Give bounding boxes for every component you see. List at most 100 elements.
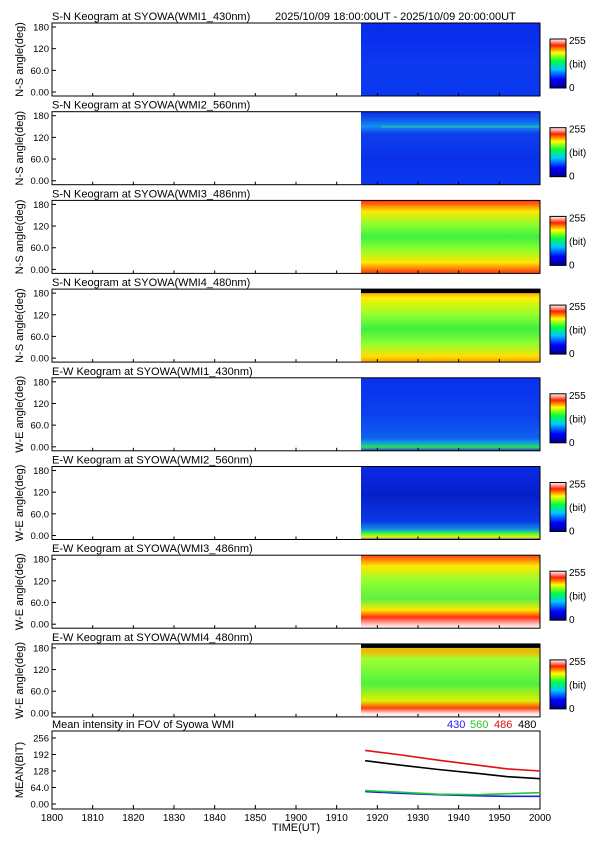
keogram-title: S-N Keogram at SYOWA(WMI3_486nm) (52, 188, 250, 200)
lineplot-xlabel: TIME(UT) (272, 822, 320, 834)
colorbar-min: 0 (569, 260, 575, 271)
lineplot-title: Mean intensity in FOV of Syowa WMI (52, 719, 234, 731)
x-tick-label: 1920 (366, 813, 389, 824)
x-tick-label: 1800 (41, 813, 64, 824)
y-tick-label: 0.00 (31, 354, 50, 365)
colorbar-unit: (bit) (569, 148, 586, 159)
colorbar-unit: (bit) (569, 680, 586, 691)
colorbar-min: 0 (569, 438, 575, 449)
y-tick-label: 60.0 (31, 243, 50, 254)
keogram-title: E-W Keogram at SYOWA(WMI2_560nm) (52, 455, 253, 467)
colorbar (549, 482, 567, 532)
y-tick-label: 0.00 (31, 800, 50, 811)
y-tick-label: 0.00 (31, 265, 50, 276)
y-tick-label: 60.0 (31, 687, 50, 698)
keogram-image (361, 289, 540, 363)
colorbar (549, 393, 567, 444)
y-tick-label: 60.0 (31, 332, 50, 343)
keogram-title: E-W Keogram at SYOWA(WMI4_480nm) (52, 632, 253, 644)
keogram-ylabel: W-E angle(deg) (14, 642, 26, 719)
keogram-panel-5: E-W Keogram at SYOWA(WMI1_430nm)180 120 60… (14, 366, 586, 454)
series-line-480 (365, 759, 541, 780)
keogram-ylabel: N-S angle(deg) (14, 200, 26, 275)
x-tick-label: 1940 (448, 813, 471, 824)
colorbar (549, 304, 567, 355)
series-line-486 (365, 749, 541, 772)
colorbar (549, 127, 567, 178)
colorbar-max: 255 (569, 125, 586, 136)
colorbar-min: 0 (569, 704, 575, 715)
y-tick-label: 120 (33, 399, 49, 410)
keogram-title: E-W Keogram at SYOWA(WMI3_486nm) (52, 543, 253, 555)
keogram-title: S-N Keogram at SYOWA(WMI2_560nm) (52, 100, 250, 112)
keogram-title: E-W Keogram at SYOWA(WMI1_430nm) (52, 366, 253, 378)
series-line-560 (365, 789, 541, 796)
keogram-image (361, 377, 540, 451)
y-tick-label: 0.00 (31, 88, 50, 99)
x-tick-label: 1840 (204, 813, 227, 824)
y-tick-label: 120 (33, 310, 49, 321)
colorbar-unit: (bit) (569, 326, 586, 337)
y-tick-label: 60.0 (31, 421, 50, 432)
y-tick-label: 0.00 (31, 531, 50, 542)
keogram-panel-6: E-W Keogram at SYOWA(WMI2_560nm)180 120 60… (14, 455, 586, 543)
colorbar (549, 215, 567, 266)
keogram-panel-3: S-N Keogram at SYOWA(WMI3_486nm)180 120 60… (14, 188, 586, 276)
colorbar-unit: (bit) (569, 414, 586, 425)
y-tick-label: 180 (33, 200, 49, 211)
keogram-ylabel: N-S angle(deg) (14, 111, 26, 186)
y-tick-label: 60.0 (31, 155, 50, 166)
keogram-ylabel: W-E angle(deg) (14, 553, 26, 630)
x-tick-label: 1830 (163, 813, 186, 824)
keogram-image (361, 111, 540, 185)
keogram-panel-2: S-N Keogram at SYOWA(WMI2_560nm)180 120 60… (14, 100, 586, 188)
colorbar (549, 38, 567, 89)
colorbar-max: 255 (569, 391, 586, 402)
keogram-image (361, 200, 540, 274)
colorbar-unit: (bit) (569, 592, 586, 603)
x-tick-label: 1930 (407, 813, 430, 824)
colorbar-unit: (bit) (569, 503, 586, 514)
y-tick-label: 120 (33, 133, 49, 144)
colorbar-min: 0 (569, 615, 575, 626)
colorbar-max: 255 (569, 657, 586, 668)
y-tick-label: 120 (33, 222, 49, 233)
y-tick-label: 180 (33, 466, 49, 477)
keogram-ylabel: N-S angle(deg) (14, 22, 26, 97)
time-range: 2025/10/09 18:00:00UT - 2025/10/09 20:00… (275, 11, 516, 23)
legend-560: 560 (470, 719, 488, 731)
keogram-panel-8: E-W Keogram at SYOWA(WMI4_480nm)180 120 60… (14, 632, 586, 720)
y-tick-label: 180 (33, 377, 49, 388)
colorbar-max: 255 (569, 568, 586, 579)
x-tick-label: 1950 (488, 813, 511, 824)
lineplot-frame (51, 730, 541, 810)
colorbar (549, 570, 567, 621)
legend-430: 430 (447, 719, 465, 731)
y-tick-label: 0.00 (31, 708, 50, 719)
colorbar-min: 0 (569, 527, 575, 538)
keogram-image (361, 466, 540, 540)
legend-480: 480 (518, 719, 536, 731)
keogram-ylabel: W-E angle(deg) (14, 376, 26, 453)
mask-band (361, 289, 540, 294)
y-tick-label: 0.00 (31, 442, 50, 453)
y-tick-label: 60.0 (31, 509, 50, 520)
y-tick-label: 60.0 (31, 66, 50, 77)
keogram-ylabel: N-S angle(deg) (14, 288, 26, 363)
lineplot-ylabel: MEAN(BIT) (14, 742, 26, 798)
keogram-panel-1: S-N Keogram at SYOWA(WMI1_430nm) 2025/10/… (14, 11, 586, 99)
y-tick-label: 120 (33, 44, 49, 55)
keogram-panel-4: S-N Keogram at SYOWA(WMI4_480nm)180 120 60… (14, 277, 586, 365)
x-tick-label: 1820 (122, 813, 145, 824)
y-tick-label: 120 (33, 576, 49, 587)
keogram-image (361, 23, 540, 96)
y-tick-label: 180 (33, 23, 49, 34)
colorbar-unit: (bit) (569, 60, 586, 71)
legend-486: 486 (494, 719, 512, 731)
x-tick-label: 1900 (285, 813, 308, 824)
colorbar-min: 0 (569, 172, 575, 183)
y-tick-label: 0.00 (31, 176, 50, 187)
keogram-title: S-N Keogram at SYOWA(WMI1_430nm) (52, 11, 250, 23)
colorbar-min: 0 (569, 349, 575, 360)
